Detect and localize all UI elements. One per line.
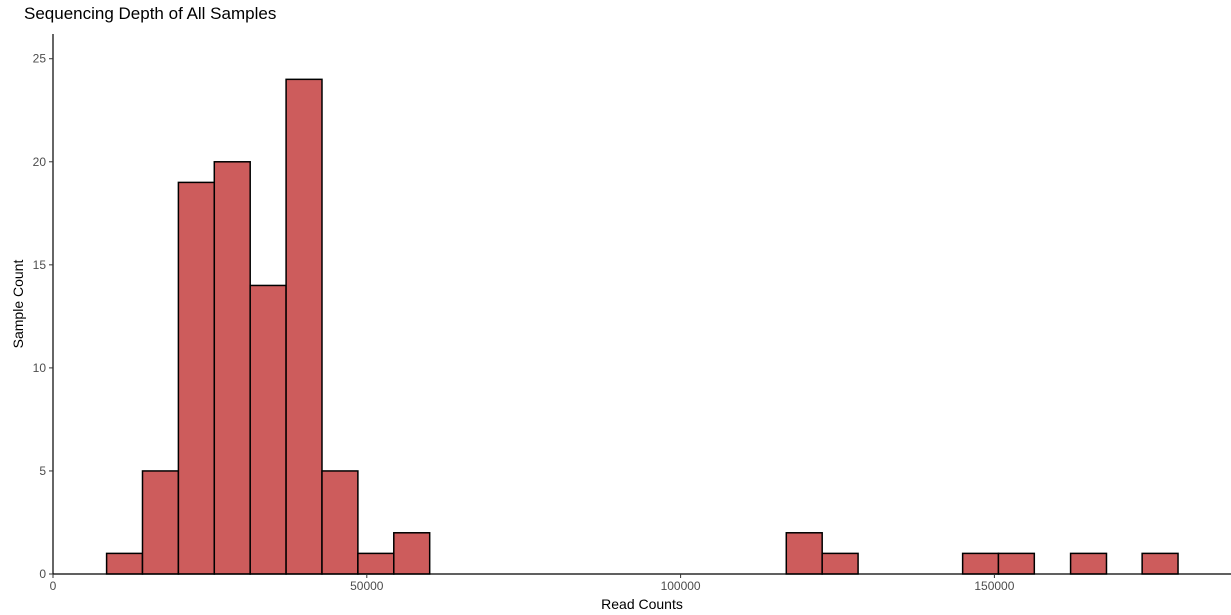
histogram-bar-4 xyxy=(249,284,287,575)
x-tick-label: 100000 xyxy=(661,579,701,593)
histogram-bar-10 xyxy=(821,552,859,575)
histogram-bar-0 xyxy=(105,552,144,575)
histogram-bar-2 xyxy=(177,181,216,575)
histogram-bar-9 xyxy=(785,532,823,575)
y-tick-label: 25 xyxy=(33,52,47,66)
histogram-bar-1 xyxy=(141,470,180,575)
bars-layer xyxy=(105,78,1179,575)
histogram-bar-11 xyxy=(961,552,1000,575)
histogram-bar-13 xyxy=(1069,552,1108,575)
histogram-bar-6 xyxy=(321,470,359,575)
y-axis-title: Sample Count xyxy=(10,260,26,349)
chart-title: Sequencing Depth of All Samples xyxy=(24,4,277,23)
x-tick-label: 150000 xyxy=(974,579,1014,593)
x-axis-title: Read Counts xyxy=(601,596,683,612)
x-tick-label: 0 xyxy=(50,579,57,593)
histogram-bar-5 xyxy=(285,78,323,575)
histogram-bar-7 xyxy=(357,552,395,575)
histogram-bar-14 xyxy=(1141,552,1179,575)
y-tick-label: 20 xyxy=(33,155,47,169)
histogram-bar-8 xyxy=(393,532,431,575)
histogram-bar-12 xyxy=(997,552,1036,575)
y-tick-label: 0 xyxy=(39,567,46,581)
x-tick-label: 50000 xyxy=(350,579,384,593)
y-tick-label: 5 xyxy=(39,464,46,478)
y-axis-ticks: 0 5 10 15 20 25 xyxy=(33,52,53,581)
x-axis-ticks: 0 50000 100000 150000 xyxy=(50,574,1015,593)
y-tick-label: 10 xyxy=(33,361,47,375)
y-tick-label: 15 xyxy=(33,258,47,272)
histogram-bar-3 xyxy=(213,161,251,575)
